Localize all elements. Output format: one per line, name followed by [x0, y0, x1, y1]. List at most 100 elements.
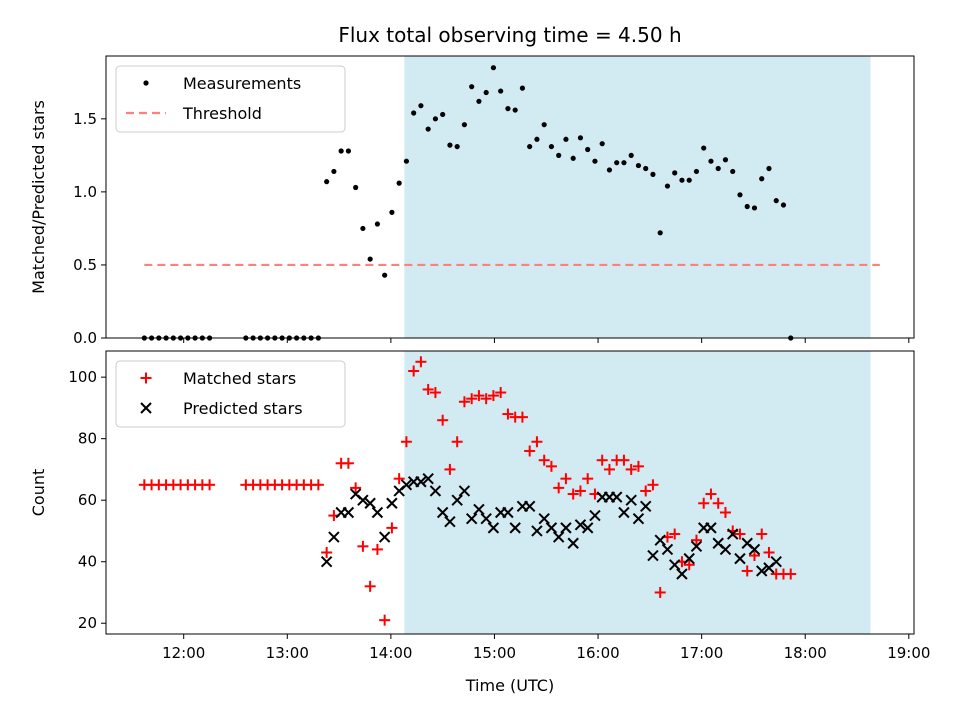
- data-point: [429, 485, 442, 497]
- data-point: [661, 543, 674, 556]
- data-point: [538, 512, 550, 525]
- data-point: [669, 528, 681, 540]
- data-point: [734, 528, 746, 540]
- data-point: [512, 107, 518, 113]
- data-point: [400, 479, 413, 491]
- data-point: [715, 165, 721, 172]
- data-point: [545, 522, 558, 534]
- x-tick-label: 12:00: [162, 644, 205, 662]
- data-point: [473, 503, 485, 516]
- y-axis-label: Matched/Predicted stars: [29, 100, 48, 294]
- data-point: [686, 177, 692, 183]
- data-point: [589, 509, 601, 522]
- data-point: [734, 552, 746, 565]
- data-point: [437, 414, 449, 426]
- data-point: [737, 192, 743, 198]
- legend-label: Matched stars: [183, 369, 296, 388]
- y-tick-label: 0.0: [73, 329, 97, 347]
- data-point: [679, 177, 685, 183]
- y-tick-label: 80: [78, 430, 97, 448]
- data-point: [480, 512, 492, 525]
- data-point: [773, 198, 779, 204]
- data-point: [415, 356, 427, 368]
- data-point: [403, 158, 410, 164]
- data-point: [389, 209, 395, 215]
- data-point: [331, 168, 337, 175]
- data-point: [342, 506, 355, 519]
- data-point: [785, 568, 797, 580]
- data-point: [683, 552, 695, 565]
- data-point: [614, 160, 620, 166]
- x-tick-label: 18:00: [784, 644, 827, 662]
- data-point: [342, 457, 354, 469]
- x-tick-label: 16:00: [576, 644, 619, 662]
- x-tick-label: 19:00: [887, 644, 930, 662]
- data-point: [756, 565, 768, 577]
- y-tick-label: 1.5: [73, 110, 97, 128]
- data-point: [357, 494, 369, 506]
- legend: Matched stars Predicted stars: [115, 360, 346, 428]
- data-point: [690, 534, 702, 546]
- data-point: [495, 387, 507, 399]
- x-tick-label: 15:00: [473, 644, 516, 662]
- data-point: [364, 580, 376, 592]
- data-point: [719, 543, 732, 556]
- legend-label: Measurements: [183, 74, 301, 93]
- data-point: [763, 546, 775, 558]
- data-point: [748, 550, 760, 562]
- data-point: [458, 485, 471, 497]
- data-point: [400, 436, 412, 448]
- data-point: [650, 171, 656, 177]
- data-point: [570, 155, 576, 161]
- observing-window: [404, 56, 871, 338]
- data-point: [632, 460, 644, 472]
- data-point: [487, 522, 500, 534]
- data-point: [664, 183, 671, 189]
- y-tick-label: 20: [78, 614, 97, 632]
- plot-frame: [105, 55, 915, 339]
- data-point: [444, 516, 456, 528]
- data-point: [552, 531, 565, 543]
- data-point: [610, 491, 623, 503]
- data-point: [708, 158, 714, 164]
- data-point: [364, 497, 376, 509]
- plot-frame: [105, 350, 915, 635]
- data-point: [429, 387, 441, 399]
- data-point: [480, 393, 492, 405]
- data-point: [408, 365, 420, 377]
- data-point: [444, 463, 456, 475]
- data-point: [371, 506, 384, 519]
- data-point: [350, 482, 362, 494]
- data-point: [560, 473, 572, 485]
- data-point: [534, 136, 540, 142]
- y-tick-label: 0.5: [73, 256, 97, 274]
- data-point: [524, 445, 536, 457]
- data-point: [465, 512, 478, 525]
- y-tick-label: 100: [68, 368, 97, 386]
- data-point: [447, 142, 453, 148]
- data-point: [574, 519, 587, 531]
- data-point: [374, 221, 381, 227]
- data-point: [582, 473, 594, 485]
- observing-window: [404, 351, 871, 634]
- data-point: [451, 436, 463, 448]
- ratio-panel: 0.0 0.5 1.0 1.5 Matched/Predicted stars Measu…: [29, 55, 915, 347]
- data-point: [567, 537, 579, 549]
- data-point: [502, 506, 514, 519]
- data-point: [396, 180, 402, 186]
- data-point: [727, 528, 739, 540]
- data-point: [204, 479, 216, 491]
- data-point: [379, 614, 391, 626]
- data-point: [712, 497, 724, 509]
- data-point: [647, 549, 659, 562]
- data-point: [371, 543, 383, 555]
- data-point: [527, 143, 533, 150]
- data-point: [345, 148, 351, 154]
- legend-label: Predicted stars: [183, 399, 303, 418]
- data-point: [386, 497, 398, 509]
- data-point: [618, 454, 630, 466]
- data-point: [701, 145, 707, 151]
- data-point: [592, 158, 598, 164]
- data-point: [321, 546, 333, 558]
